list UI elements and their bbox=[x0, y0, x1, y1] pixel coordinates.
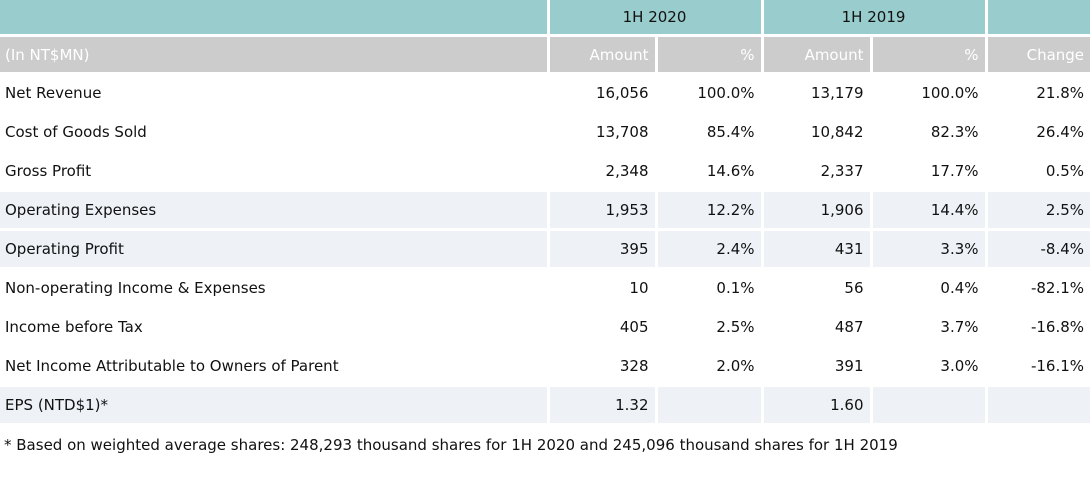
table-row-non-operating: Non-operating Income & Expenses 10 0.1% … bbox=[0, 268, 1090, 309]
pct-2019-cell: 0.4% bbox=[871, 268, 988, 309]
amount-2019-cell: 10,842 bbox=[762, 112, 873, 153]
period-header-row: 1H 2020 1H 2019 bbox=[0, 0, 1090, 37]
unit-label: (In NT$MN) bbox=[0, 35, 550, 75]
pct-2020-cell: 0.1% bbox=[656, 268, 764, 309]
financial-results-table: 1H 2020 1H 2019 (In NT$MN) Amount % Amou… bbox=[0, 0, 1090, 426]
change-cell: -16.8% bbox=[986, 307, 1090, 348]
period-header-1h2019: 1H 2019 bbox=[762, 0, 988, 37]
amount-2020-cell: 1,953 bbox=[548, 190, 658, 231]
amount-2020-cell: 13,708 bbox=[548, 112, 658, 153]
col-header-amount-2019: Amount bbox=[762, 35, 873, 75]
col-header-change: Change bbox=[986, 35, 1090, 75]
table-row-net-income: Net Income Attributable to Owners of Par… bbox=[0, 346, 1090, 387]
amount-2019-cell: 487 bbox=[762, 307, 873, 348]
amount-2019-cell: 431 bbox=[762, 229, 873, 270]
amount-2019-cell: 1.60 bbox=[762, 385, 873, 426]
pct-2020-cell: 2.5% bbox=[656, 307, 764, 348]
amount-2019-cell: 56 bbox=[762, 268, 873, 309]
pct-2020-cell: 85.4% bbox=[656, 112, 764, 153]
pct-2019-cell: 3.7% bbox=[871, 307, 988, 348]
pct-2020-cell bbox=[656, 385, 764, 426]
row-label: Net Revenue bbox=[0, 73, 550, 114]
amount-2020-cell: 2,348 bbox=[548, 151, 658, 192]
change-cell: -16.1% bbox=[986, 346, 1090, 387]
table-row-gross-profit: Gross Profit 2,348 14.6% 2,337 17.7% 0.5… bbox=[0, 151, 1090, 192]
amount-2020-cell: 16,056 bbox=[548, 73, 658, 114]
pct-2019-cell: 82.3% bbox=[871, 112, 988, 153]
pct-2019-cell: 3.3% bbox=[871, 229, 988, 270]
col-header-pct-2019: % bbox=[871, 35, 988, 75]
amount-2020-cell: 10 bbox=[548, 268, 658, 309]
pct-2019-cell: 14.4% bbox=[871, 190, 988, 231]
pct-2020-cell: 2.4% bbox=[656, 229, 764, 270]
pct-2020-cell: 2.0% bbox=[656, 346, 764, 387]
pct-2020-cell: 100.0% bbox=[656, 73, 764, 114]
row-label: Operating Profit bbox=[0, 229, 550, 270]
table-row-operating-expenses: Operating Expenses 1,953 12.2% 1,906 14.… bbox=[0, 190, 1090, 231]
column-header-row: (In NT$MN) Amount % Amount % Change bbox=[0, 35, 1090, 75]
change-cell: 26.4% bbox=[986, 112, 1090, 153]
row-label: Gross Profit bbox=[0, 151, 550, 192]
row-label: Operating Expenses bbox=[0, 190, 550, 231]
row-label: EPS (NTD$1)* bbox=[0, 385, 550, 426]
period-header-1h2020: 1H 2020 bbox=[548, 0, 764, 37]
row-label: Income before Tax bbox=[0, 307, 550, 348]
table-row-net-revenue: Net Revenue 16,056 100.0% 13,179 100.0% … bbox=[0, 73, 1090, 114]
table-row-cogs: Cost of Goods Sold 13,708 85.4% 10,842 8… bbox=[0, 112, 1090, 153]
row-label: Non-operating Income & Expenses bbox=[0, 268, 550, 309]
amount-2020-cell: 405 bbox=[548, 307, 658, 348]
row-label: Net Income Attributable to Owners of Par… bbox=[0, 346, 550, 387]
row-label: Cost of Goods Sold bbox=[0, 112, 550, 153]
amount-2020-cell: 328 bbox=[548, 346, 658, 387]
pct-2020-cell: 14.6% bbox=[656, 151, 764, 192]
period-header-change-spacer bbox=[986, 0, 1090, 37]
pct-2020-cell: 12.2% bbox=[656, 190, 764, 231]
change-cell: -82.1% bbox=[986, 268, 1090, 309]
col-header-pct-2020: % bbox=[656, 35, 764, 75]
amount-2019-cell: 2,337 bbox=[762, 151, 873, 192]
table-row-income-before-tax: Income before Tax 405 2.5% 487 3.7% -16.… bbox=[0, 307, 1090, 348]
pct-2019-cell: 17.7% bbox=[871, 151, 988, 192]
pct-2019-cell bbox=[871, 385, 988, 426]
table-row-eps: EPS (NTD$1)* 1.32 1.60 bbox=[0, 385, 1090, 426]
amount-2020-cell: 1.32 bbox=[548, 385, 658, 426]
amount-2019-cell: 391 bbox=[762, 346, 873, 387]
amount-2019-cell: 1,906 bbox=[762, 190, 873, 231]
pct-2019-cell: 100.0% bbox=[871, 73, 988, 114]
pct-2019-cell: 3.0% bbox=[871, 346, 988, 387]
change-cell: -8.4% bbox=[986, 229, 1090, 270]
amount-2020-cell: 395 bbox=[548, 229, 658, 270]
amount-2019-cell: 13,179 bbox=[762, 73, 873, 114]
footnote: * Based on weighted average shares: 248,… bbox=[4, 436, 898, 454]
change-cell bbox=[986, 385, 1090, 426]
col-header-amount-2020: Amount bbox=[548, 35, 658, 75]
period-header-spacer bbox=[0, 0, 550, 37]
change-cell: 0.5% bbox=[986, 151, 1090, 192]
table-row-operating-profit: Operating Profit 395 2.4% 431 3.3% -8.4% bbox=[0, 229, 1090, 270]
change-cell: 2.5% bbox=[986, 190, 1090, 231]
change-cell: 21.8% bbox=[986, 73, 1090, 114]
